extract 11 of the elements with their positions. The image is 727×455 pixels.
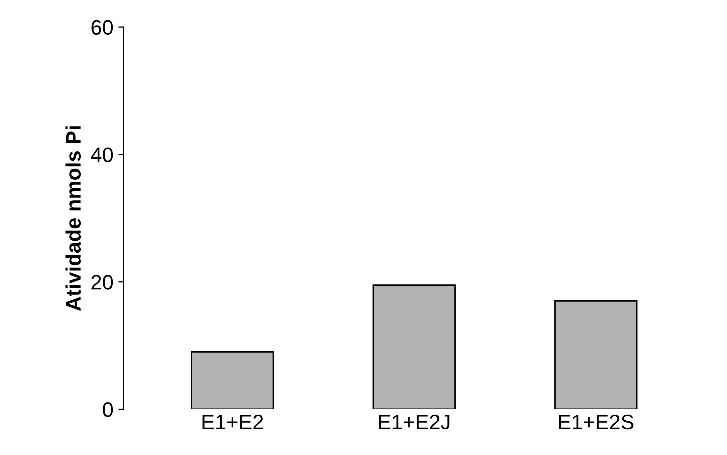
y-axis-title: Atividade nmols Pi <box>66 126 82 312</box>
x-tick-label: E1+E2S <box>559 414 634 430</box>
y-tick-label: 40 <box>91 148 114 162</box>
y-tick-label: 60 <box>92 20 114 36</box>
bar <box>372 284 456 410</box>
bar <box>554 300 638 410</box>
x-tick-label: E1+E2J <box>379 414 450 430</box>
y-tick-label: 0 <box>103 402 114 418</box>
x-tick-label: E1+E2 <box>202 414 264 430</box>
bar <box>191 351 274 410</box>
y-tick-label: 20 <box>92 275 114 290</box>
